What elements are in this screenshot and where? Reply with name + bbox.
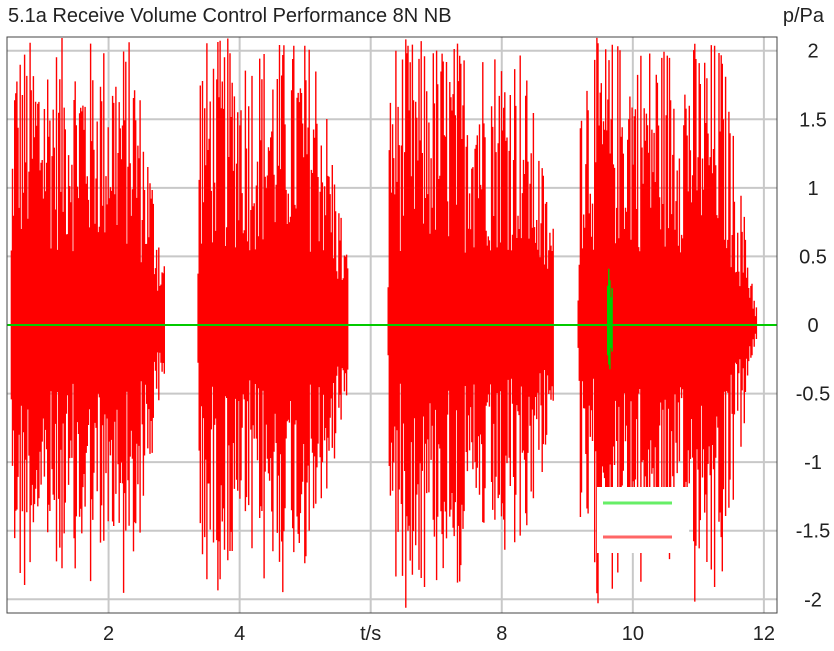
y-tick-label-0: 2 — [807, 41, 818, 63]
x-tick-label-3: 8 — [496, 623, 507, 645]
tick-labels: 2 4 t/s 8 10 12 2 1.5 1 0.5 0 -0.5 -1 -1.5 -2 — [103, 41, 830, 645]
y-tick-label-5: -0.5 — [796, 384, 830, 406]
y-tick-label-8: -2 — [804, 589, 822, 611]
y-tick-label-4: 0 — [807, 315, 818, 337]
x-tick-label-2: t/s — [360, 623, 381, 645]
y-axis-unit: p/Pa — [782, 5, 824, 27]
x-tick-label-4: 10 — [622, 623, 644, 645]
series-layer — [7, 37, 777, 608]
y-tick-label-6: -1 — [804, 452, 822, 474]
y-tick-label-3: 0.5 — [799, 246, 827, 268]
chart-title: 5.1a Receive Volume Control Performance … — [8, 5, 452, 27]
plot-frame — [6, 36, 778, 614]
y-tick-label-1: 1.5 — [799, 109, 827, 131]
legend-box — [597, 487, 689, 553]
series-0-segment-2 — [387, 39, 554, 608]
x-tick-label-1: 4 — [234, 623, 245, 645]
y-tick-label-2: 1 — [807, 178, 818, 200]
y-tick-label-7: -1.5 — [796, 521, 830, 543]
series-1-segment-0 — [607, 268, 613, 370]
series-0-segment-0 — [10, 38, 165, 593]
series-0-segment-1 — [197, 38, 349, 593]
legend — [597, 487, 689, 553]
x-tick-label-5: 12 — [753, 623, 775, 645]
x-tick-label-0: 2 — [103, 623, 114, 645]
